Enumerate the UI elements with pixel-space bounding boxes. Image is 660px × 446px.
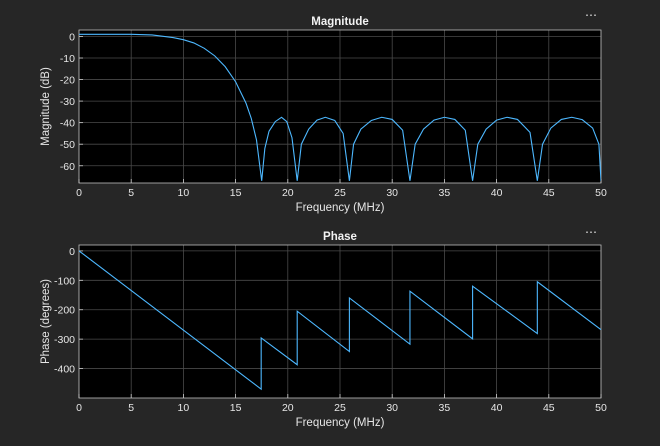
phase-title: Phase [323, 231, 357, 243]
phase-xtick-label: 10 [178, 402, 190, 414]
phase-xtick-label: 20 [282, 402, 294, 414]
phase-xlabel: Frequency (MHz) [296, 417, 385, 429]
phase-xtick-label: 30 [386, 402, 398, 414]
magnitude-ytick-label: -60 [60, 161, 75, 173]
magnitude-axes-menu-icon[interactable]: ⋯ [585, 8, 597, 22]
magnitude-xtick-label: 20 [282, 187, 294, 199]
magnitude-xtick-label: 30 [386, 187, 398, 199]
magnitude-ytick-label: -50 [60, 139, 75, 151]
magnitude-ytick-label: -40 [60, 118, 75, 130]
magnitude-xtick-label: 15 [230, 187, 242, 199]
magnitude-xtick-label: 25 [334, 187, 346, 199]
magnitude-xlabel: Frequency (MHz) [296, 202, 385, 214]
phase-ylabel: Phase (degrees) [40, 279, 52, 364]
magnitude-ylabel: Magnitude (dB) [40, 67, 52, 146]
phase-xtick-label: 15 [230, 402, 242, 414]
phase-xtick-label: 0 [76, 402, 82, 414]
phase-ytick-label: 0 [69, 246, 75, 258]
phase-ytick-label: -100 [54, 275, 75, 287]
phase-xtick-label: 40 [491, 402, 503, 414]
magnitude-xtick-label: 5 [128, 187, 134, 199]
magnitude-xtick-label: 40 [491, 187, 503, 199]
phase-xtick-label: 5 [128, 402, 134, 414]
phase-ytick-label: -300 [54, 334, 75, 346]
magnitude-title: Magnitude [311, 16, 369, 28]
magnitude-ytick-label: -30 [60, 96, 75, 108]
magnitude-xtick-label: 50 [595, 187, 607, 199]
magnitude-xtick-label: 45 [543, 187, 555, 199]
magnitude-xtick-label: 0 [76, 187, 82, 199]
phase-ytick-label: -200 [54, 305, 75, 317]
magnitude-series-line [79, 33, 601, 181]
magnitude-ytick-label: 0 [69, 31, 75, 43]
magnitude-ytick-label: -10 [60, 53, 75, 65]
magnitude-xtick-label: 35 [439, 187, 451, 199]
phase-xtick-label: 25 [334, 402, 346, 414]
magnitude-ytick-label: -20 [60, 75, 75, 87]
phase-ytick-label: -400 [54, 364, 75, 376]
phase-xtick-label: 50 [595, 402, 607, 414]
magnitude-xtick-label: 10 [178, 187, 190, 199]
phase-series-line [79, 250, 601, 391]
phase-axes-menu-icon[interactable]: ⋯ [585, 225, 597, 239]
phase-xtick-label: 35 [439, 402, 451, 414]
phase-xtick-label: 45 [543, 402, 555, 414]
